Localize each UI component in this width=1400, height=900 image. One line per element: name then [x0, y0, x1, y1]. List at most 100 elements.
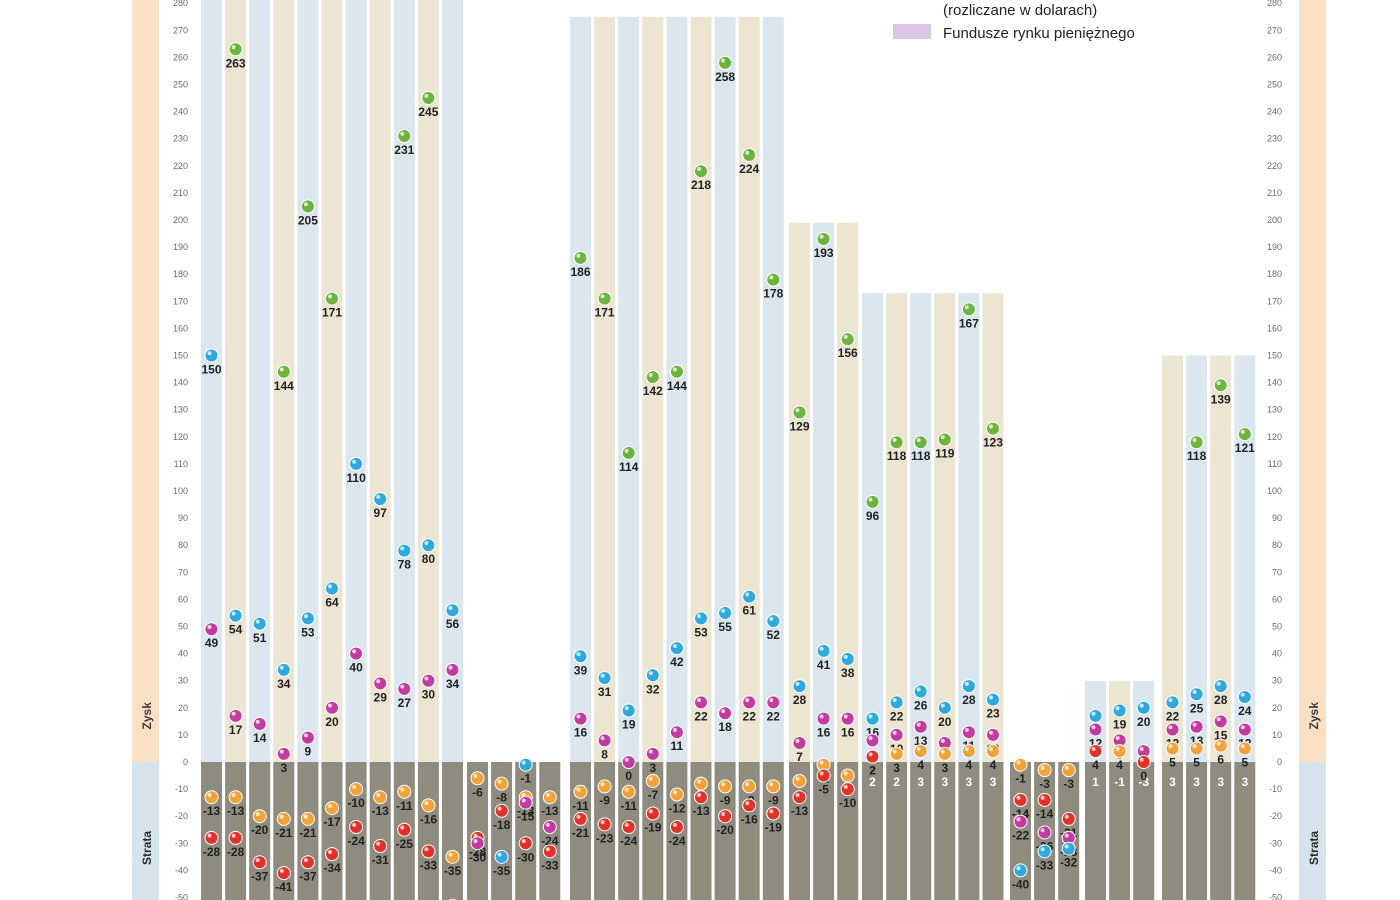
data-point-red [669, 820, 684, 835]
data-point-magenta [373, 676, 388, 691]
data-point-blue [766, 614, 781, 629]
profit-axis-label-left: Zysk [140, 702, 154, 730]
data-point-highlight [892, 438, 897, 443]
data-point-highlight [624, 822, 629, 827]
data-point-label: -7 [647, 788, 658, 802]
data-point-label: 150 [201, 363, 221, 377]
column-background [714, 16, 736, 762]
data-point-label: 51 [253, 631, 267, 645]
data-point-highlight [721, 812, 726, 816]
data-point-magenta [792, 736, 807, 751]
data-point-magenta [1037, 825, 1052, 840]
data-point-label: 20 [325, 715, 339, 729]
column-backgrounds: 2 2 3 3 3 3 1 -1 -3 3 3 3 3 [201, 0, 1256, 900]
data-point-orange [669, 787, 684, 802]
data-point-red [645, 806, 660, 821]
profit-strip-left [132, 0, 159, 762]
data-point-highlight [424, 801, 429, 806]
data-point-label: -13 [203, 804, 221, 818]
data-point-label: 54 [229, 623, 243, 637]
loss-bar [886, 762, 908, 900]
data-point-highlight [769, 616, 774, 621]
y-tick-right: 130 [1267, 405, 1282, 415]
y-tick-right: 200 [1267, 215, 1282, 225]
data-point-orange [913, 744, 928, 759]
data-point-green [742, 147, 757, 162]
data-point-blue [204, 348, 219, 363]
data-point-highlight [697, 614, 701, 619]
data-point-blue [937, 700, 952, 715]
legend-item-money-market: Fundusze rynku pieniężnego [943, 25, 1135, 42]
data-point-orange [421, 798, 436, 813]
data-point-label: 118 [911, 449, 931, 463]
data-point-highlight [940, 738, 945, 743]
data-point-highlight [843, 784, 848, 789]
data-point-magenta [1165, 722, 1180, 737]
data-point-highlight [1091, 725, 1096, 730]
data-point-magenta [1013, 814, 1028, 829]
column-background [297, 0, 319, 763]
y-tick-left: -10 [175, 784, 188, 794]
data-point-highlight [819, 234, 824, 239]
data-point-blue [325, 581, 339, 596]
y-tick-right: 170 [1267, 296, 1282, 306]
data-point-highlight [1216, 741, 1221, 746]
data-point-magenta [865, 733, 880, 748]
data-point-highlight [940, 703, 945, 708]
loss-value-label: 3 [1193, 775, 1200, 789]
y-tick-right: -10 [1269, 784, 1282, 794]
data-point-green [1237, 427, 1252, 442]
data-point-blue [228, 608, 243, 623]
data-point-highlight [672, 822, 677, 827]
data-point-orange [1237, 741, 1252, 756]
column-background [345, 0, 367, 763]
data-point-label: -34 [323, 861, 341, 875]
data-point-highlight [1192, 690, 1197, 695]
data-point-orange [276, 811, 291, 826]
data-point-label: 39 [574, 663, 588, 677]
data-point-label: 22 [694, 709, 708, 723]
data-point-highlight [916, 687, 921, 692]
data-point-label: 55 [718, 620, 732, 634]
y-tick-left: 260 [173, 52, 188, 62]
data-point-label: 4 [990, 758, 997, 772]
data-point-magenta [645, 746, 660, 761]
y-tick-left: 110 [174, 459, 188, 469]
data-point-highlight [1216, 717, 1221, 722]
data-point-label: -30 [517, 850, 535, 864]
loss-bar [738, 762, 760, 900]
data-point-orange [986, 744, 1000, 759]
loss-bar [934, 762, 956, 900]
data-point-highlight [376, 494, 381, 499]
data-point-orange [1037, 763, 1052, 778]
data-point-label: -21 [299, 826, 317, 840]
data-point-highlight [697, 167, 701, 172]
data-point-magenta [325, 700, 339, 715]
data-point-label: 17 [229, 723, 243, 737]
data-point-label: 29 [374, 690, 388, 704]
data-point-magenta [1213, 714, 1228, 729]
data-point-label: 118 [1187, 449, 1207, 463]
data-point-label: 3 [893, 761, 900, 775]
data-point-orange [1061, 763, 1076, 778]
data-point-label: 78 [398, 558, 412, 572]
data-point-label: 15 [1214, 728, 1228, 742]
column-background [1234, 355, 1256, 762]
data-point-highlight [745, 150, 750, 155]
data-point-green [865, 494, 880, 509]
data-point-label: 3 [280, 761, 287, 775]
data-point-orange [300, 811, 315, 826]
loss-bar [442, 762, 463, 900]
column-background [273, 0, 295, 763]
data-point-highlight [868, 497, 873, 502]
loss-bar [369, 762, 391, 900]
data-point-red [718, 809, 733, 824]
data-point-highlight [376, 679, 381, 684]
y-tick-left: 250 [173, 80, 188, 90]
column-background [666, 16, 688, 762]
data-point-red [252, 855, 267, 870]
data-point-label: -19 [644, 820, 662, 834]
data-point-label: 40 [349, 661, 363, 675]
data-point-label: 16 [841, 726, 855, 740]
data-point-label: 218 [691, 178, 711, 192]
